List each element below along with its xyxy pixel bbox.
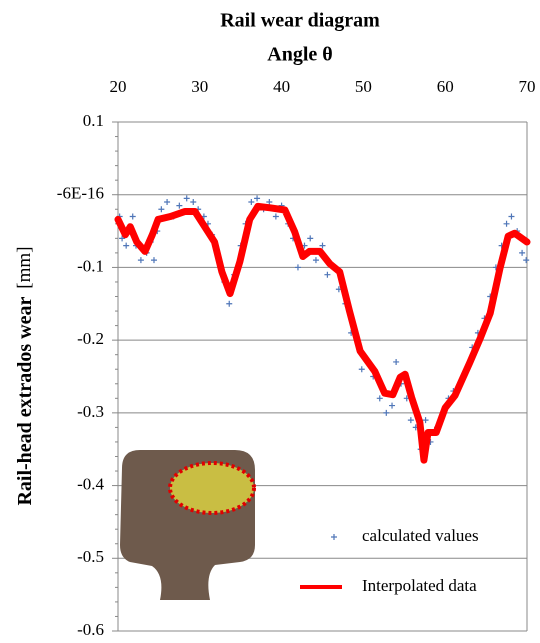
x-tick-label: 60 xyxy=(437,77,454,96)
data-point xyxy=(508,213,515,220)
x-tick-label: 70 xyxy=(519,77,536,96)
y-tick-label: -0.4 xyxy=(77,474,104,493)
data-point xyxy=(358,366,365,373)
data-point xyxy=(123,242,130,249)
y-tick-label: -0.5 xyxy=(77,547,104,566)
data-point xyxy=(389,402,396,409)
y-axis-unit: [mm] xyxy=(14,246,35,288)
data-point xyxy=(307,235,314,242)
data-point xyxy=(183,195,190,202)
data-point xyxy=(150,257,157,264)
data-point xyxy=(266,198,273,205)
data-point xyxy=(503,220,510,227)
y-tick-label: -0.2 xyxy=(77,329,104,348)
legend-marker xyxy=(331,534,337,540)
data-point xyxy=(324,271,331,278)
wear-zone xyxy=(168,461,256,515)
y-tick-label: 0.1 xyxy=(83,111,104,130)
data-point xyxy=(407,417,414,424)
data-point xyxy=(129,213,136,220)
data-point xyxy=(248,198,255,205)
data-point xyxy=(376,395,383,402)
data-point xyxy=(190,198,197,205)
data-point xyxy=(393,358,400,365)
data-point xyxy=(383,409,390,416)
data-point xyxy=(119,235,126,242)
data-point xyxy=(164,198,171,205)
data-point xyxy=(519,249,526,256)
data-point xyxy=(272,213,279,220)
data-point xyxy=(294,264,301,271)
y-axis-label: Rail-head extrados wear [mm] xyxy=(14,246,36,505)
y-axis-title: Rail-head extrados wear xyxy=(14,297,36,506)
chart-title: Rail wear diagram xyxy=(220,10,380,32)
data-point xyxy=(422,417,429,424)
data-point xyxy=(254,195,261,202)
data-point xyxy=(319,242,326,249)
data-point xyxy=(523,257,530,264)
y-tick-label: -0.1 xyxy=(77,256,104,275)
rail-inset xyxy=(120,450,256,600)
data-point xyxy=(226,300,233,307)
y-tick-label: -0.6 xyxy=(77,620,104,639)
data-point xyxy=(176,202,183,209)
plot-background: 0.1 -6E-16 -0.1 -0.2 -0.3 -0.4 -0.5 -0.6 20 30 40 5… xyxy=(57,77,536,639)
x-tick-label: 30 xyxy=(191,77,208,96)
x-tick-label: 50 xyxy=(355,77,372,96)
data-point xyxy=(158,206,165,213)
data-point xyxy=(312,257,319,264)
interpolated-line xyxy=(114,202,531,464)
x-tick-label: 20 xyxy=(110,77,127,96)
legend-label: calculated values xyxy=(362,526,479,545)
y-tick-label: -6E-16 xyxy=(57,184,104,203)
x-tick-label: 40 xyxy=(273,77,290,96)
x-axis-label: Angle θ xyxy=(267,44,332,66)
legend-label: Interpolated data xyxy=(362,576,477,595)
y-tick-label: -0.3 xyxy=(77,402,104,421)
data-point xyxy=(137,257,144,264)
